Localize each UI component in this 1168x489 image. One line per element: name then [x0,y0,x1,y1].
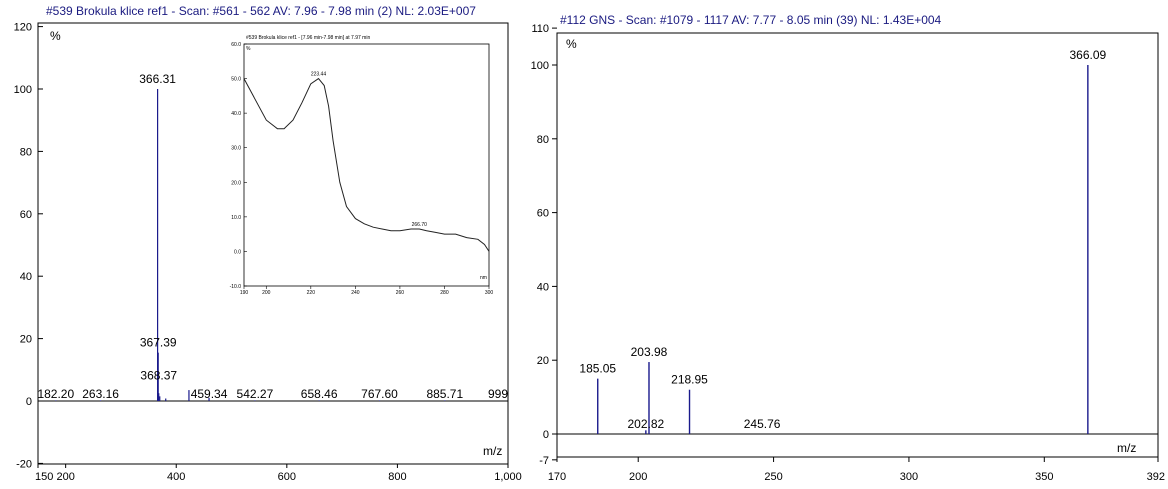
left-plot-frame [37,22,509,465]
inset-x-axis: 190 200 220 240 260 280 300 [240,286,494,296]
left-y-axis: -20 0 20 40 60 80 100 120 [14,22,43,470]
inset-y-tick-label: 40.0 [231,111,241,117]
left-chart-title: #539 Brokula klice ref1 - Scan: #561 - 5… [46,4,476,18]
right-y-tick-label: 80 [537,134,549,146]
right-y-unit: % [566,37,577,51]
left-y-tick-label: 40 [20,271,32,283]
right-y-tick-label: 40 [537,281,549,293]
right-peak-label: 203.98 [631,345,668,359]
inset-y-tick-label: 60.0 [231,42,241,48]
left-x-tick-label: 150 [35,471,53,483]
inset-peak-annotation: 266.70 [412,222,428,228]
inset-uv-spectrum: #539 Brokula klice ref1 - [7.96 min-7.98… [230,35,494,296]
right-peak-label: 218.95 [671,373,708,387]
right-x-axis: 170 200 250 300 350 392 [548,457,1165,483]
left-peaks [55,89,446,401]
left-peak-label: 263.16 [82,387,119,401]
right-x-tick-label: 200 [629,471,647,483]
left-peak-labels: 366.31 367.39 368.37 182.20 263.16 459.34 542.… [37,72,508,401]
right-peak-label: 185.05 [579,362,616,376]
inset-y-axis: -10.0 0.0 10.0 20.0 30.0 40.0 50.0 60.0 [230,42,247,290]
right-y-tick-label: -7 [539,455,549,467]
right-peak-label: 245.76 [744,417,781,431]
left-y-tick-label: -20 [16,458,32,470]
inset-annotations: 223.44 266.70 [311,72,427,228]
right-y-tick-label: 100 [531,60,549,72]
right-y-tick-label: 20 [537,355,549,367]
inset-y-tick-label: 30.0 [231,146,241,152]
left-x-unit: m/z [483,444,502,458]
right-x-tick-label: 170 [548,471,566,483]
right-y-axis: -7 0 20 40 60 80 100 110 [531,23,557,467]
inset-x-tick-label: 260 [396,290,405,296]
left-x-tick-label: 200 [56,471,74,483]
inset-y-tick-label: 10.0 [231,215,241,221]
left-y-unit: % [50,29,61,43]
right-y-tick-label: 110 [531,23,549,35]
right-peak-label: 366.09 [1070,48,1107,62]
right-x-tick-label: 350 [1035,471,1053,483]
inset-x-tick-label: 220 [307,290,316,296]
left-peak-label: 367.39 [140,336,177,350]
left-peak-label: 767.60 [361,387,398,401]
left-x-tick-label: 400 [167,471,185,483]
right-spectrum-panel: #112 GNS - Scan: #1079 - 1117 AV: 7.77 -… [531,13,1165,483]
right-x-tick-label: 250 [764,471,782,483]
inset-x-tick-label: 190 [240,290,249,296]
inset-y-tick-label: 0.0 [234,249,241,255]
left-peak-label: 182.20 [37,387,74,401]
left-x-tick-label: 600 [278,471,296,483]
left-peak-label: 999 [488,387,508,401]
left-y-tick-label: 60 [20,209,32,221]
left-peak-label: 366.31 [139,72,176,86]
left-peak-label: 542.27 [237,387,274,401]
inset-plot-frame [243,43,490,287]
right-peaks [597,65,1089,434]
left-y-tick-label: 100 [14,84,32,96]
inset-x-tick-label: 280 [440,290,449,296]
left-peak-label: 368.37 [140,368,177,382]
left-x-tick-label: 800 [388,471,406,483]
right-y-tick-label: 60 [537,208,549,220]
right-x-tick-label: 300 [900,471,918,483]
inset-x-tick-label: 300 [485,290,494,296]
right-x-unit: m/z [1117,441,1136,455]
left-y-tick-label: 0 [26,396,32,408]
inset-y-tick-label: -10.0 [230,284,242,290]
right-y-tick-label: 0 [543,429,549,441]
inset-peak-annotation: 223.44 [311,72,327,78]
inset-x-tick-label: 240 [351,290,360,296]
right-plot-frame [556,32,1159,458]
left-peak-label: 658.46 [301,387,338,401]
right-peak-label: 202.82 [627,417,664,431]
left-peak-label: 885.71 [426,387,463,401]
left-peak-label: 459.34 [191,387,228,401]
inset-y-tick-label: 20.0 [231,180,241,186]
right-chart-title: #112 GNS - Scan: #1079 - 1117 AV: 7.77 -… [560,13,942,27]
left-x-axis: 150 200 400 600 800 1,000 [35,464,522,483]
inset-x-tick-label: 200 [262,290,271,296]
inset-uv-curve [243,77,490,252]
left-y-tick-label: 120 [14,22,32,34]
inset-title: #539 Brokula klice ref1 - [7.96 min-7.98… [246,35,370,41]
left-y-tick-label: 80 [20,146,32,158]
inset-y-tick-label: 50.0 [231,77,241,83]
right-x-tick-label: 392 [1147,471,1165,483]
inset-x-unit: nm [480,275,487,281]
left-x-tick-label: 1,000 [494,471,522,483]
left-spectrum-panel: #539 Brokula klice ref1 - Scan: #561 - 5… [14,4,522,483]
inset-y-unit: % [246,46,251,52]
left-y-tick-label: 20 [20,334,32,346]
